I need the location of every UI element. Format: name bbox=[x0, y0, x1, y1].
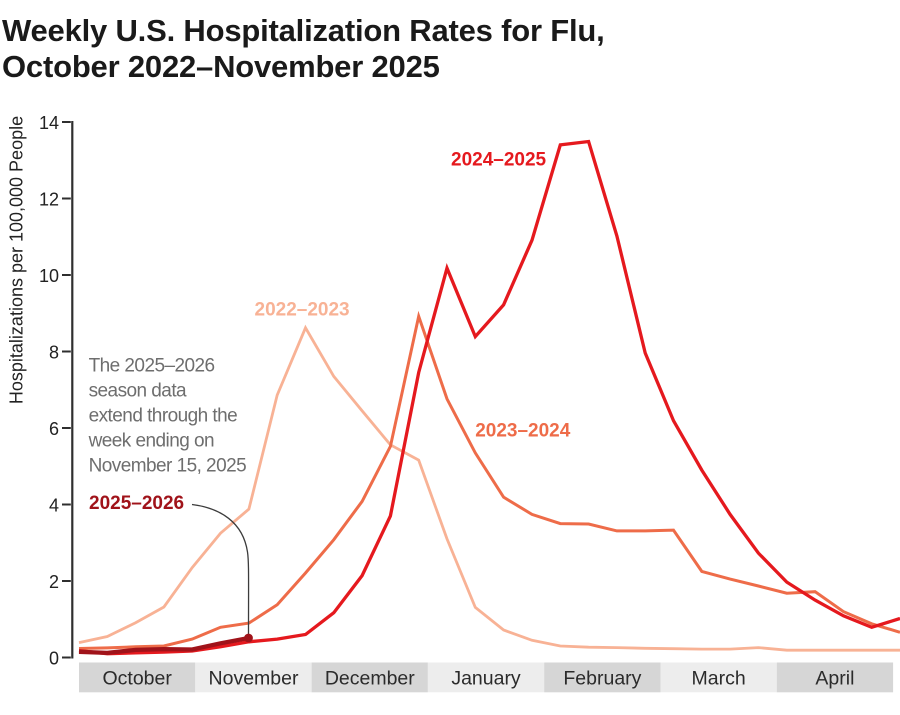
svg-text:Hospitalizations per 100,000 P: Hospitalizations per 100,000 People bbox=[7, 116, 27, 404]
svg-text:6: 6 bbox=[49, 419, 59, 439]
svg-text:March: March bbox=[692, 668, 746, 690]
svg-text:2022–2023: 2022–2023 bbox=[255, 300, 350, 321]
svg-text:The 2025–2026: The 2025–2026 bbox=[89, 355, 215, 376]
svg-text:2: 2 bbox=[49, 572, 59, 592]
svg-text:12: 12 bbox=[39, 190, 59, 210]
svg-text:November: November bbox=[209, 668, 299, 690]
svg-text:February: February bbox=[563, 668, 641, 690]
svg-text:14: 14 bbox=[39, 113, 59, 133]
svg-text:October: October bbox=[103, 668, 173, 690]
svg-text:January: January bbox=[451, 668, 521, 690]
svg-text:week ending on: week ending on bbox=[88, 430, 214, 451]
svg-text:4: 4 bbox=[49, 496, 59, 516]
svg-text:December: December bbox=[325, 668, 415, 690]
svg-text:season data: season data bbox=[89, 380, 187, 401]
svg-text:8: 8 bbox=[49, 343, 59, 363]
svg-text:2025–2026: 2025–2026 bbox=[89, 493, 184, 514]
svg-text:extend through the: extend through the bbox=[89, 405, 238, 426]
svg-text:2023–2024: 2023–2024 bbox=[475, 421, 571, 442]
svg-text:2024–2025: 2024–2025 bbox=[451, 150, 547, 171]
svg-text:10: 10 bbox=[39, 266, 59, 286]
svg-text:November 15, 2025: November 15, 2025 bbox=[89, 455, 247, 476]
svg-text:April: April bbox=[815, 668, 854, 690]
svg-text:0: 0 bbox=[49, 649, 59, 669]
